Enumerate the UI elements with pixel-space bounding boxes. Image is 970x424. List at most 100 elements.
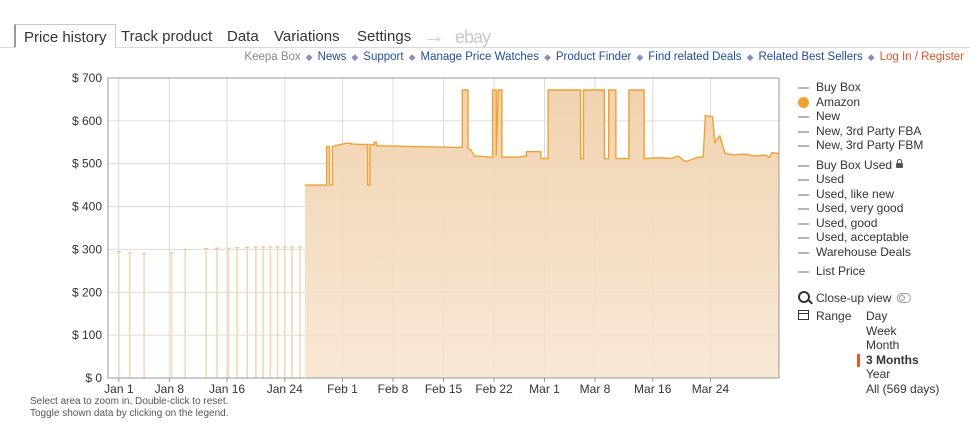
magnifier-icon [798, 291, 810, 303]
link-manage-price-watches[interactable]: Manage Price Watches [420, 51, 539, 63]
range-option-month[interactable]: Month [866, 338, 900, 352]
legend-swatch [798, 271, 809, 273]
closeup-label: Close-up view [816, 291, 892, 305]
y-tick-label: $ 100 [72, 328, 102, 342]
x-tick-label: Feb 1 [327, 382, 358, 396]
tab-divider [0, 47, 970, 48]
link-support[interactable]: Support [363, 51, 404, 63]
legend-warehouse-deals[interactable]: Warehouse Deals [798, 245, 968, 260]
legend-used-good[interactable]: Used, good [798, 216, 968, 231]
legend-new[interactable]: New [798, 109, 968, 124]
tab-variations[interactable]: Variations [274, 28, 340, 45]
y-tick-label: $ 200 [72, 285, 102, 299]
legend-used-very-good[interactable]: Used, very good [798, 201, 968, 216]
legend-swatch [798, 116, 809, 118]
legend-swatch [798, 193, 809, 196]
amazon-area-fill [304, 90, 779, 378]
link-login-register[interactable]: Log In / Register [879, 51, 964, 63]
x-tick-label: Mar 1 [529, 382, 560, 396]
legend-label: New, 3rd Party FBA [816, 123, 922, 138]
x-tick-label: Jan 24 [267, 382, 303, 396]
range-option-day[interactable]: Day [866, 309, 888, 323]
legend-label: Amazon [816, 94, 861, 109]
diamond-icon: ◆ [305, 52, 313, 62]
legend-swatch [798, 251, 809, 254]
link-find-related-deals[interactable]: Find related Deals [648, 51, 742, 63]
range-option-all-569-days[interactable]: All (569 days) [866, 381, 940, 396]
ebay-logo[interactable]: ebay [455, 27, 491, 47]
x-tick-label: Mar 8 [580, 382, 611, 396]
y-tick-label: $ 500 [72, 157, 102, 171]
legend-new-3rd-party-fbm[interactable]: New, 3rd Party FBM [798, 138, 968, 153]
x-tick-label: Feb 8 [378, 382, 409, 396]
x-tick-label: Feb 22 [475, 382, 513, 396]
zoom-hint: Select area to zoom in. Double-click to … [30, 396, 229, 407]
legend-swatch [798, 164, 809, 167]
tab-bar: Price history Track product Data Variati… [0, 0, 970, 50]
legend-new-3rd-party-fba[interactable]: New, 3rd Party FBA [798, 124, 968, 139]
y-axis-ticks: $ 0 $ 100 $ 200 $ 300 $ 400 $ 500 $ 600 $ 700 [72, 71, 102, 385]
x-tick-label: Jan 1 [104, 382, 134, 396]
link-bar: Keepa Box ◆ News ◆ Support ◆ Manage Price Watc… [244, 51, 964, 63]
legend-buy-box[interactable]: Buy Box [798, 80, 968, 95]
range-option-year[interactable]: Year [866, 367, 891, 381]
tab-settings[interactable]: Settings [357, 28, 412, 45]
diamond-icon: ◆ [351, 52, 359, 62]
amazon-price-line [305, 89, 780, 186]
tab-price-history[interactable]: Price history [14, 24, 116, 48]
price-history-chart[interactable]: $ 0 $ 100 $ 200 $ 300 $ 400 $ 500 $ 600 $ 700 J… [0, 70, 790, 396]
link-product-finder[interactable]: Product Finder [555, 51, 632, 63]
x-tick-label: Feb 15 [425, 382, 463, 396]
closeup-view-toggle[interactable]: Close-up view [798, 290, 912, 305]
legend-label: New [816, 109, 841, 123]
legend-swatch [798, 96, 809, 108]
link-news[interactable]: News [317, 51, 347, 63]
diamond-icon: ◆ [867, 52, 875, 62]
toggle-icon[interactable] [897, 293, 912, 303]
y-tick-label: $ 0 [85, 371, 102, 385]
y-tick-label: $ 400 [72, 200, 102, 214]
legend-swatch [798, 179, 809, 181]
x-tick-label: Jan 8 [155, 382, 185, 396]
legend-used[interactable]: Used [798, 172, 968, 187]
legend-label: New, 3rd Party FBM [816, 138, 924, 152]
y-tick-label: $ 300 [72, 242, 102, 256]
legend-list-price[interactable]: List Price [798, 264, 968, 279]
legend-label: Buy Box Used [816, 157, 893, 172]
legend-label: Used, acceptable [816, 230, 909, 244]
legend: Buy Box Amazon New New, 3rd Party FBA Ne… [798, 80, 968, 279]
legend-swatch [798, 237, 809, 239]
legend-swatch [798, 145, 809, 147]
toggle-hint: Toggle shown data by clicking on the leg… [30, 408, 229, 419]
legend-swatch [798, 130, 809, 133]
link-related-best-sellers[interactable]: Related Best Sellers [758, 51, 863, 63]
x-axis-ticks: Jan 1 Jan 8 Jan 16 Jan 24 Feb 1 Feb 8 Feb 15 Fe… [104, 378, 729, 396]
range-options: Day Week Month 3 Months Year All (569 days) [856, 309, 940, 396]
legend-used-acceptable[interactable]: Used, acceptable [798, 230, 968, 245]
legend-label: Used, good [816, 215, 878, 230]
amazon-sparse-prices [116, 246, 302, 378]
legend-buy-box-used[interactable]: Buy Box Used [798, 158, 968, 173]
legend-label: Used, like new [816, 186, 895, 201]
range-option-3-months[interactable]: 3 Months [856, 353, 939, 368]
legend-amazon[interactable]: Amazon [798, 95, 968, 110]
range-label: Range [816, 309, 852, 323]
legend-label: Warehouse Deals [816, 244, 911, 259]
legend-swatch [798, 208, 809, 210]
legend-label: Used, very good [816, 201, 904, 215]
tab-data[interactable]: Data [227, 28, 259, 45]
legend-swatch [798, 87, 809, 89]
diamond-icon: ◆ [746, 52, 754, 62]
x-tick-label: Mar 24 [692, 382, 730, 396]
link-keepa-box[interactable]: Keepa Box [244, 51, 301, 63]
y-tick-label: $ 600 [72, 114, 102, 128]
arrow-right-icon: → [423, 23, 445, 48]
legend-used-like-new[interactable]: Used, like new [798, 187, 968, 202]
calendar-icon [798, 310, 809, 320]
lock-icon [896, 158, 904, 168]
y-tick-label: $ 700 [72, 71, 102, 85]
tab-track-product[interactable]: Track product [121, 28, 213, 45]
diamond-icon: ◆ [636, 52, 644, 62]
range-option-week[interactable]: Week [866, 323, 897, 338]
amazon-price-area [304, 89, 780, 378]
